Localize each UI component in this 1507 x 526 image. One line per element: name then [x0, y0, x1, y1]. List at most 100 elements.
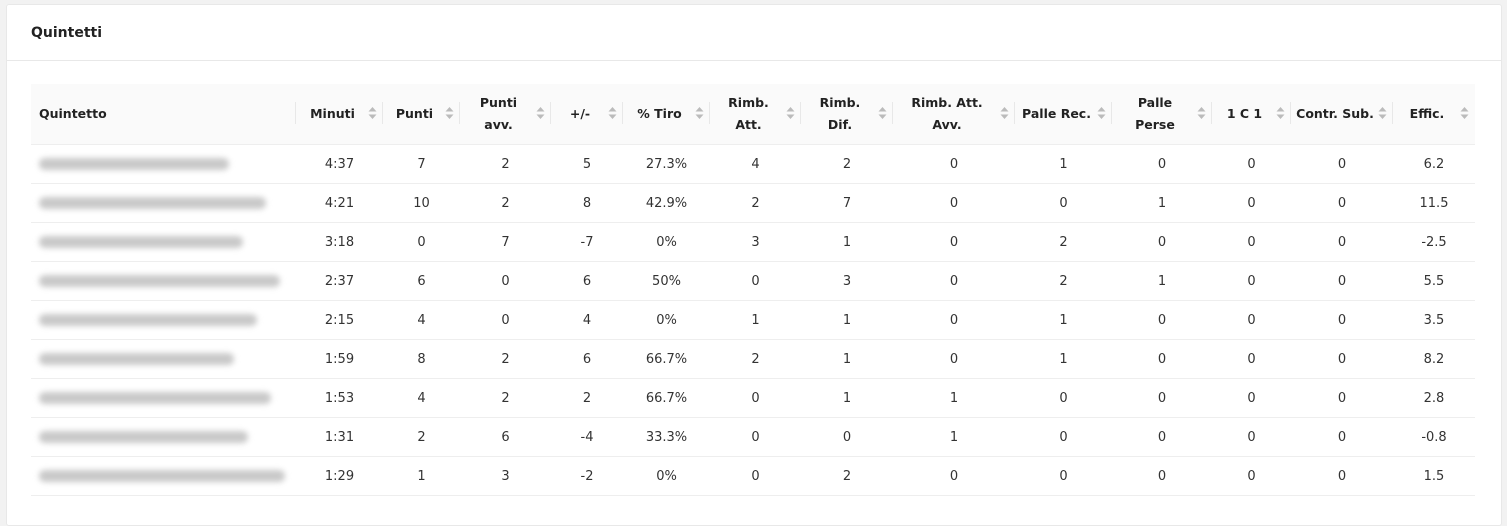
sort-icon[interactable] [1460, 106, 1469, 120]
table-cell: 1 [1015, 339, 1112, 379]
panel-title: Quintetti [31, 25, 103, 41]
table-cell: 2.8 [1393, 378, 1475, 418]
sort-icon[interactable] [695, 106, 704, 120]
column-separator [382, 102, 383, 124]
column-header[interactable]: +/- [551, 84, 623, 145]
table-cell: 0 [1015, 417, 1112, 457]
header-text: +/- [569, 106, 591, 121]
table-cell: 1 [801, 222, 893, 262]
header-text: Palle Rec. [1022, 106, 1091, 121]
card: Quintetti Quintetto Minuti Punti Punti avv. +… [6, 4, 1502, 526]
sort-icon[interactable] [368, 106, 377, 120]
header-text: Rimb. [728, 95, 769, 110]
table-cell: 0% [623, 456, 710, 496]
lineup-cell [31, 300, 296, 340]
table-cell: 0 [893, 222, 1015, 262]
table-row: 3:18 0 7 -7 0% 3 1 0 2 0 0 0 -2.5 [31, 222, 1475, 262]
column-header[interactable]: Palle Rec. [1015, 84, 1112, 145]
table-cell: 1:31 [296, 417, 383, 457]
table-cell: 0% [623, 222, 710, 262]
column-separator [892, 102, 893, 124]
sort-icon[interactable] [445, 106, 454, 120]
lineup-cell [31, 456, 296, 496]
sort-icon[interactable] [1378, 106, 1387, 120]
column-separator [709, 102, 710, 124]
header-text: Dif. [827, 117, 853, 132]
table-cell: 0 [1112, 417, 1212, 457]
table-cell: 3 [801, 261, 893, 301]
column-separator [1111, 102, 1112, 124]
table-cell: 0 [1212, 300, 1291, 340]
table-cell: 0 [1212, 261, 1291, 301]
header-text: Palle Perse [1135, 95, 1175, 132]
table-cell: 0 [1112, 339, 1212, 379]
table-cell: 0 [1212, 378, 1291, 418]
column-header[interactable]: Minuti [296, 84, 383, 145]
table-cell: 0 [460, 300, 551, 340]
sort-icon[interactable] [1000, 106, 1009, 120]
table-cell: 0 [1112, 300, 1212, 340]
header-text: Rimb. Att. [911, 95, 983, 110]
table-cell: -0.8 [1393, 417, 1475, 457]
table-row: 4:37 7 2 5 27.3% 4 2 0 1 0 0 0 6.2 [31, 144, 1475, 184]
blurred-name [39, 353, 234, 365]
column-header[interactable]: Punti avv. [460, 84, 551, 145]
table-cell: 0 [893, 144, 1015, 184]
table-cell: 2 [801, 456, 893, 496]
table-cell: 0% [623, 300, 710, 340]
table-cell: 0 [383, 222, 460, 262]
table-cell: 66.7% [623, 378, 710, 418]
table-body: 4:37 7 2 5 27.3% 4 2 0 1 0 0 0 6.2 4:21 10 2 8 42.9% 2 7 0 0 1… [31, 144, 1475, 496]
sort-icon[interactable] [786, 106, 795, 120]
column-header[interactable]: Contr. Sub. [1291, 84, 1393, 145]
column-header[interactable]: Rimb. Att. [710, 84, 801, 145]
table-cell: 0 [893, 300, 1015, 340]
sort-icon[interactable] [878, 106, 887, 120]
blurred-name [39, 392, 271, 404]
table-cell: 0 [1291, 144, 1393, 184]
table-cell: 11.5 [1393, 183, 1475, 223]
column-header[interactable]: % Tiro [623, 84, 710, 145]
sort-icon[interactable] [1276, 106, 1285, 120]
column-separator [1211, 102, 1212, 124]
column-separator [295, 102, 296, 124]
sort-icon[interactable] [536, 106, 545, 120]
table-cell: 10 [383, 183, 460, 223]
table-cell: 5.5 [1393, 261, 1475, 301]
table-cell: 0 [1212, 144, 1291, 184]
header-text: Minuti [310, 106, 355, 121]
column-header[interactable]: Rimb. Att. Avv. [893, 84, 1015, 145]
sort-icon[interactable] [1097, 106, 1106, 120]
stats-table: Quintetto Minuti Punti Punti avv. +/- % Tiro Ri… [31, 84, 1475, 496]
table-cell: 1 [383, 456, 460, 496]
column-header[interactable]: 1 C 1 [1212, 84, 1291, 145]
column-separator [1290, 102, 1291, 124]
table-cell: 0 [1212, 339, 1291, 379]
table-cell: 2:15 [296, 300, 383, 340]
column-separator [550, 102, 551, 124]
sort-icon[interactable] [1197, 106, 1206, 120]
table-cell: 2 [710, 339, 801, 379]
table-cell: 1 [1112, 261, 1212, 301]
table-cell: 33.3% [623, 417, 710, 457]
column-header[interactable]: Rimb. Dif. [801, 84, 893, 145]
divider [7, 60, 1501, 61]
blurred-name [39, 158, 229, 170]
column-header[interactable]: Quintetto [31, 84, 296, 145]
table-row: 1:29 1 3 -2 0% 0 2 0 0 0 0 0 1.5 [31, 456, 1475, 496]
table-row: 4:21 10 2 8 42.9% 2 7 0 0 1 0 0 11.5 [31, 183, 1475, 223]
table-cell: 1.5 [1393, 456, 1475, 496]
table-cell: 2 [1015, 261, 1112, 301]
sort-icon[interactable] [608, 106, 617, 120]
column-header[interactable]: Punti [383, 84, 460, 145]
table-cell: 0 [893, 456, 1015, 496]
table-row: 1:53 4 2 2 66.7% 0 1 1 0 0 0 0 2.8 [31, 378, 1475, 418]
table-cell: 1 [893, 378, 1015, 418]
table-cell: 1:29 [296, 456, 383, 496]
column-header[interactable]: Effic. [1393, 84, 1475, 145]
table-cell: 4 [383, 378, 460, 418]
column-header[interactable]: Palle Perse [1112, 84, 1212, 145]
table-cell: 4 [710, 144, 801, 184]
header-text: Effic. [1409, 106, 1445, 121]
lineup-cell [31, 183, 296, 223]
